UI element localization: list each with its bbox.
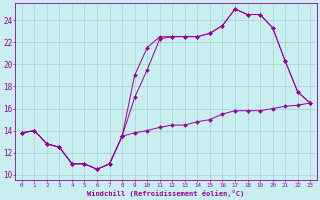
X-axis label: Windchill (Refroidissement éolien,°C): Windchill (Refroidissement éolien,°C) [87, 190, 244, 197]
